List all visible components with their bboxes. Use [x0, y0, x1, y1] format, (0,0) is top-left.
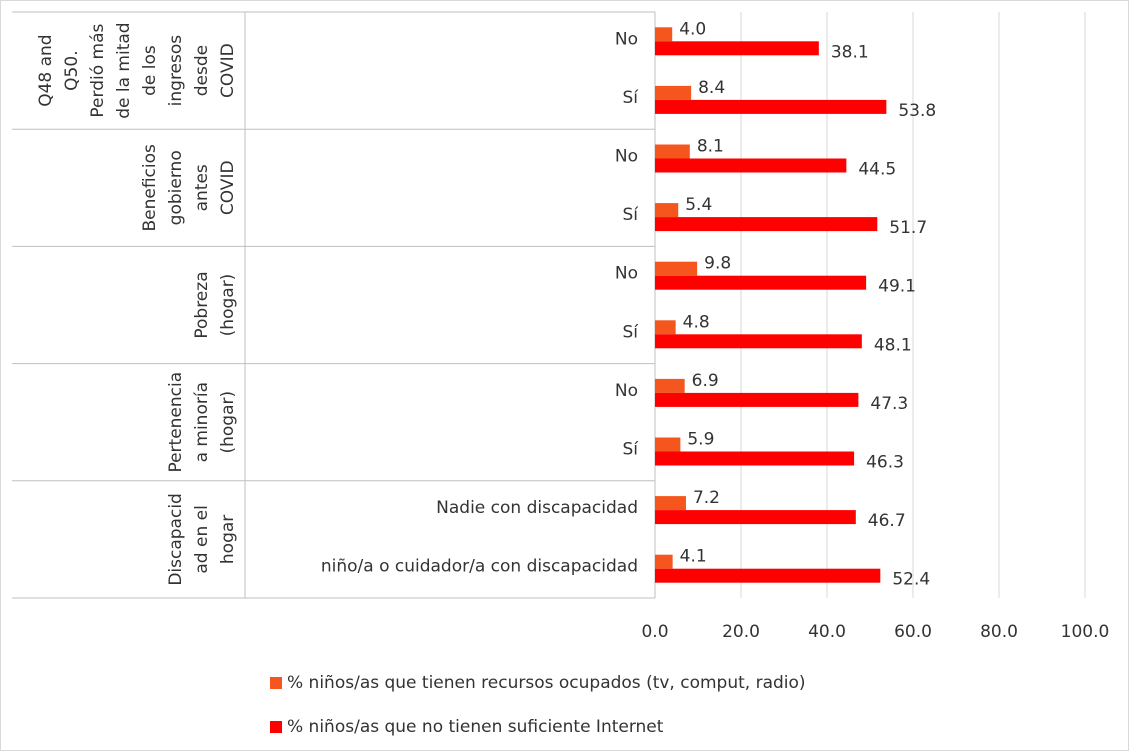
value-label: 4.8	[683, 312, 710, 332]
bar	[655, 99, 887, 114]
value-label: 5.4	[685, 195, 712, 215]
bar	[655, 203, 679, 218]
group-label: COVID	[218, 160, 238, 215]
bar	[655, 27, 673, 42]
bar	[655, 334, 862, 349]
x-tick-label: 80.0	[980, 622, 1018, 642]
bar	[655, 437, 681, 452]
value-label: 9.8	[704, 254, 731, 274]
bar	[655, 85, 692, 100]
x-tick-label: 0.0	[641, 622, 668, 642]
value-label: 49.1	[878, 277, 916, 297]
x-tick-label: 20.0	[722, 622, 760, 642]
value-label: 4.1	[680, 547, 707, 567]
bar	[655, 144, 690, 159]
value-label: 46.3	[866, 453, 904, 473]
group-label: ad en el	[192, 505, 212, 573]
legend-label: % niños/as que tienen recursos ocupados …	[287, 673, 806, 693]
bar	[655, 41, 819, 56]
x-tick-label: 100.0	[1061, 622, 1110, 642]
bar	[655, 378, 685, 393]
group-label: antes	[192, 164, 212, 211]
legend-label: % niños/as que no tienen suficiente Inte…	[287, 717, 664, 737]
bar	[655, 451, 855, 466]
group-label: Discapacid	[166, 493, 186, 586]
category-label: Sí	[622, 88, 639, 108]
value-label: 6.9	[692, 371, 719, 391]
bar	[655, 496, 686, 511]
bar	[655, 217, 878, 232]
bar	[655, 275, 867, 290]
category-label: Sí	[622, 440, 639, 460]
x-tick-label: 60.0	[894, 622, 932, 642]
group-label: (hogar)	[218, 274, 238, 337]
group-label: a minoría	[192, 382, 212, 462]
group-label: Q48 and	[36, 34, 56, 106]
bar	[655, 392, 859, 407]
group-label: (hogar)	[218, 391, 238, 454]
category-label: No	[615, 381, 638, 401]
category-label: niño/a o cuidador/a con discapacidad	[321, 557, 638, 577]
category-label: Sí	[622, 205, 639, 225]
group-label: gobierno	[166, 150, 186, 225]
group-label: COVID	[218, 43, 238, 98]
group-label: Perdió más	[88, 23, 108, 117]
value-label: 51.7	[889, 218, 927, 238]
value-label: 8.1	[697, 137, 724, 157]
category-label: No	[615, 264, 638, 284]
group-label: Pobreza	[192, 271, 212, 338]
value-label: 44.5	[858, 160, 896, 180]
value-label: 46.7	[868, 511, 906, 531]
group-label: hogar	[218, 515, 238, 564]
value-label: 47.3	[870, 394, 908, 414]
value-label: 38.1	[831, 42, 869, 62]
group-label: Q50.	[62, 50, 82, 90]
category-label: No	[615, 29, 638, 49]
category-label: No	[615, 147, 638, 167]
bar	[655, 510, 856, 525]
legend-swatch	[270, 721, 282, 733]
value-label: 48.1	[874, 335, 912, 355]
x-tick-label: 40.0	[808, 622, 846, 642]
bar	[655, 320, 676, 335]
group-label: de la mitad	[114, 22, 134, 118]
value-label: 5.9	[687, 430, 714, 450]
group-label: desde	[192, 45, 212, 96]
group-label: de los	[140, 45, 160, 96]
legend-swatch	[270, 677, 282, 689]
group-label: Beneficios	[140, 144, 160, 232]
bar	[655, 568, 881, 583]
value-label: 8.4	[698, 78, 725, 98]
group-label: ingresos	[166, 35, 186, 107]
group-label: Pertenencia	[166, 372, 186, 473]
value-label: 52.4	[892, 570, 930, 590]
bar	[655, 158, 847, 173]
value-label: 53.8	[898, 101, 936, 121]
value-label: 7.2	[693, 488, 720, 508]
bar	[655, 554, 673, 569]
value-label: 4.0	[679, 19, 706, 39]
category-label: Nadie con discapacidad	[436, 498, 638, 518]
bar	[655, 261, 698, 276]
category-label: Sí	[622, 322, 639, 342]
